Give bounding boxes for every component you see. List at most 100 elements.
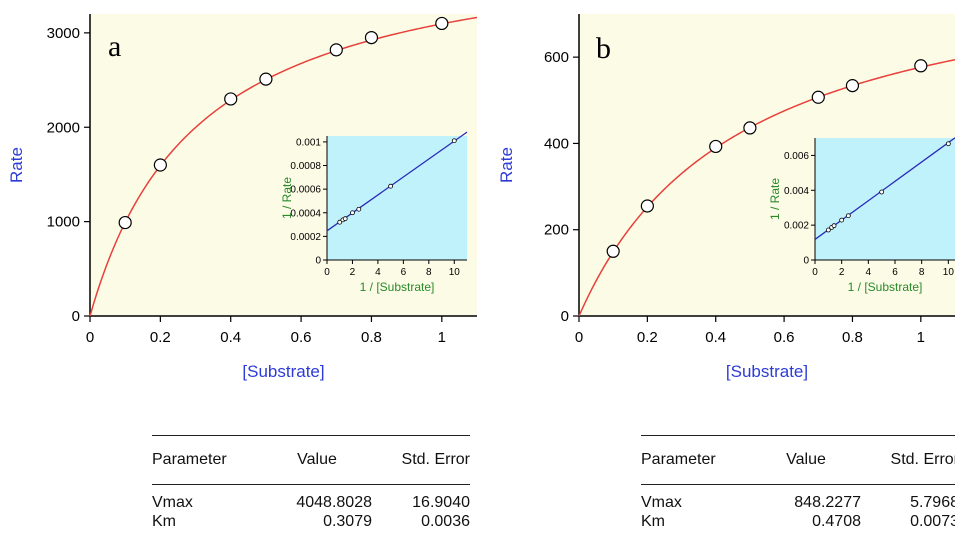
- x-tick-label: 0.2: [637, 329, 658, 346]
- x-tick-label: 0.4: [705, 329, 726, 346]
- inset-x-tick-label: 8: [919, 267, 925, 278]
- data-point: [845, 79, 860, 93]
- parameter-table-a: Parameter Value Std. Error Vmax 4048.802…: [152, 435, 470, 531]
- header-std-error: Std. Error: [401, 451, 470, 468]
- inset-data-point: [356, 206, 362, 212]
- table-rule-top: [641, 435, 955, 436]
- inset-x-tick-label: 2: [839, 267, 845, 278]
- header-parameter: Parameter: [641, 451, 716, 468]
- inset-fit-line: [814, 137, 955, 240]
- data-point: [743, 121, 757, 135]
- inset-x-tick-label: 4: [375, 267, 381, 278]
- inset-chart: 0 2 4 6 8 10 0 0.002 0.004 0.006 1 / [Substrate] 1 …: [768, 137, 955, 294]
- inset-data-point: [337, 219, 343, 225]
- x-tick-label: 0.8: [361, 329, 382, 346]
- param-name: Vmax: [152, 493, 193, 511]
- x-tick-label: 1: [438, 329, 446, 346]
- inset-data-point: [879, 189, 885, 195]
- fit-curve: [578, 58, 955, 317]
- data-point: [118, 215, 132, 230]
- inset-x-tick-label: 4: [866, 267, 872, 278]
- x-axis-label: [Substrate]: [242, 362, 324, 381]
- inset-plot-area: [815, 138, 955, 260]
- x-tick-label: 0: [86, 329, 94, 346]
- inset-data-point: [350, 210, 355, 216]
- x-tick-label: 0.2: [150, 329, 171, 346]
- y-tick-label: 2000: [47, 119, 80, 136]
- inset-y-tick-label: 0: [803, 256, 809, 267]
- y-tick-label: 3000: [47, 25, 80, 42]
- inset-data-point: [342, 216, 348, 222]
- y-axis-label: Rate: [497, 147, 516, 183]
- param-std-error: 16.9040: [412, 493, 470, 511]
- panel-label: b: [596, 32, 611, 65]
- data-point: [435, 16, 449, 31]
- x-tick-label: 0.6: [774, 329, 795, 346]
- data-point: [329, 43, 343, 57]
- param-name: Vmax: [641, 493, 682, 511]
- table-row-vmax: Vmax 848.2277 5.7968: [641, 493, 955, 512]
- data-point: [709, 139, 723, 154]
- inset-data-point: [839, 217, 845, 223]
- inset-data-point: [945, 141, 951, 147]
- inset-y-tick-label: 0.0004: [290, 208, 321, 219]
- x-tick-label: 0.4: [220, 329, 241, 346]
- inset-y-tick-label: 0.001: [296, 137, 321, 148]
- inset-x-tick-label: 0: [324, 267, 330, 278]
- inset-y-tick-label: 0.0006: [290, 185, 321, 196]
- y-tick-label: 0: [72, 308, 80, 325]
- chart-panel-a: 0 0.2 0.4 0.6 0.8 10100020003000[Substrate]Ra…: [7, 14, 478, 381]
- inset-x-tick-label: 6: [892, 267, 898, 278]
- inset-x-tick-label: 10: [449, 267, 461, 278]
- header-value: Value: [297, 451, 337, 468]
- table-row-km: Km 0.3079 0.0036: [152, 512, 470, 531]
- inset-y-tick-label: 0: [315, 256, 321, 267]
- y-tick-label: 200: [544, 222, 569, 239]
- table-row-vmax: Vmax 4048.8028 16.9040: [152, 493, 470, 512]
- param-name: Km: [152, 512, 176, 530]
- data-point: [811, 90, 825, 104]
- panel-label: a: [108, 30, 121, 63]
- inset-x-tick-label: 8: [426, 267, 432, 278]
- param-name: Km: [641, 512, 665, 530]
- table-rule-top: [152, 435, 470, 436]
- param-value: 848.2277: [794, 493, 861, 511]
- data-point: [364, 30, 379, 45]
- fit-curve: [89, 16, 478, 317]
- inset-y-axis-label: 1 / Rate: [768, 178, 782, 220]
- data-point: [153, 158, 167, 172]
- inset-data-point: [825, 227, 831, 233]
- table-rule-mid: [152, 484, 470, 485]
- data-point: [224, 92, 238, 106]
- data-point: [259, 72, 273, 86]
- param-std-error: 5.7968: [910, 493, 955, 511]
- inset-y-tick-label: 0.0002: [290, 232, 321, 243]
- param-value: 0.3079: [323, 512, 372, 530]
- table-rule-mid: [641, 484, 955, 485]
- inset-x-tick-label: 0: [812, 267, 818, 278]
- inset-chart: 0 2 4 6 8 10 0 0.0002 0.0004 0.0006 0.0008 0.001 1 /…: [280, 131, 468, 294]
- param-std-error: 0.0036: [421, 512, 470, 530]
- chart-panel-b: 0 0.2 0.4 0.6 0.8 10200400600[Substrate]Rateb…: [497, 14, 955, 381]
- table-header-row: Parameter Value Std. Error: [641, 436, 955, 484]
- table-header-row: Parameter Value Std. Error: [152, 436, 470, 484]
- y-tick-label: 1000: [47, 214, 80, 231]
- data-point: [640, 199, 654, 213]
- param-value: 4048.8028: [296, 493, 372, 511]
- y-tick-label: 600: [544, 49, 569, 66]
- y-tick-label: 400: [544, 135, 569, 152]
- y-axis-label: Rate: [7, 147, 26, 183]
- inset-x-tick-label: 10: [943, 267, 955, 278]
- inset-fit-line: [326, 131, 468, 232]
- x-tick-label: 0.8: [842, 329, 863, 346]
- inset-plot-area: [327, 136, 467, 260]
- inset-data-point: [388, 183, 394, 189]
- header-std-error: Std. Error: [890, 451, 955, 468]
- y-tick-label: 0: [561, 308, 569, 325]
- header-parameter: Parameter: [152, 451, 227, 468]
- inset-x-tick-label: 2: [350, 267, 356, 278]
- data-point: [606, 244, 620, 258]
- parameter-table-b: Parameter Value Std. Error Vmax 848.2277…: [641, 435, 955, 531]
- x-tick-label: 0: [575, 329, 583, 346]
